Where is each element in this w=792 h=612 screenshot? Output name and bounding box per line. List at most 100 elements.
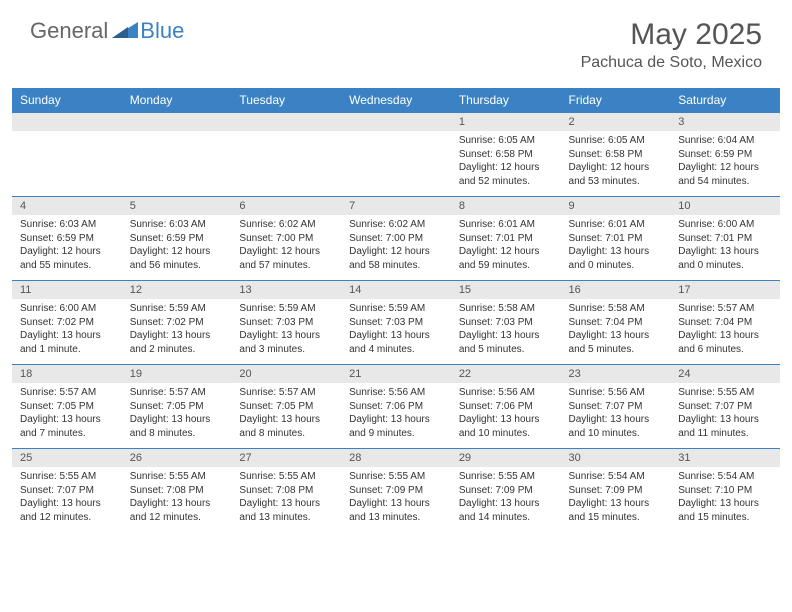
day-header: Friday <box>561 88 671 113</box>
daylight-line: Daylight: 12 hours and 54 minutes. <box>678 161 772 188</box>
sunset-line: Sunset: 6:59 PM <box>130 232 224 246</box>
day-number-cell: 27 <box>231 449 341 468</box>
day-number-cell <box>12 113 122 132</box>
day-content-cell: Sunrise: 5:56 AMSunset: 7:06 PMDaylight:… <box>451 383 561 449</box>
sunset-line: Sunset: 7:05 PM <box>20 400 114 414</box>
day-content-cell: Sunrise: 6:01 AMSunset: 7:01 PMDaylight:… <box>561 215 671 281</box>
month-title: May 2025 <box>581 18 762 52</box>
calendar-body: 123Sunrise: 6:05 AMSunset: 6:58 PMDaylig… <box>12 113 780 533</box>
sunrise-line: Sunrise: 5:55 AM <box>130 470 224 484</box>
sunrise-line: Sunrise: 5:56 AM <box>349 386 443 400</box>
day-content-row: Sunrise: 6:05 AMSunset: 6:58 PMDaylight:… <box>12 131 780 197</box>
daylight-line: Daylight: 12 hours and 52 minutes. <box>459 161 553 188</box>
sunset-line: Sunset: 7:06 PM <box>459 400 553 414</box>
sunset-line: Sunset: 6:58 PM <box>459 148 553 162</box>
sunrise-line: Sunrise: 5:58 AM <box>459 302 553 316</box>
day-number-cell: 30 <box>561 449 671 468</box>
daylight-line: Daylight: 12 hours and 56 minutes. <box>130 245 224 272</box>
day-content-cell: Sunrise: 5:59 AMSunset: 7:02 PMDaylight:… <box>122 299 232 365</box>
sunset-line: Sunset: 7:08 PM <box>130 484 224 498</box>
sunrise-line: Sunrise: 6:01 AM <box>459 218 553 232</box>
day-number-cell: 21 <box>341 365 451 384</box>
day-content-cell: Sunrise: 6:04 AMSunset: 6:59 PMDaylight:… <box>670 131 780 197</box>
sunrise-line: Sunrise: 5:57 AM <box>239 386 333 400</box>
day-content-cell: Sunrise: 5:56 AMSunset: 7:07 PMDaylight:… <box>561 383 671 449</box>
day-content-cell <box>12 131 122 197</box>
sunset-line: Sunset: 6:58 PM <box>569 148 663 162</box>
sunset-line: Sunset: 7:01 PM <box>459 232 553 246</box>
day-number-cell <box>122 113 232 132</box>
sunset-line: Sunset: 7:10 PM <box>678 484 772 498</box>
day-header: Saturday <box>670 88 780 113</box>
day-number-cell: 3 <box>670 113 780 132</box>
day-number-cell <box>341 113 451 132</box>
day-number-cell <box>231 113 341 132</box>
day-content-cell <box>231 131 341 197</box>
day-number-row: 25262728293031 <box>12 449 780 468</box>
daylight-line: Daylight: 13 hours and 15 minutes. <box>569 497 663 524</box>
day-number-cell: 6 <box>231 197 341 216</box>
day-content-cell: Sunrise: 5:58 AMSunset: 7:04 PMDaylight:… <box>561 299 671 365</box>
sunset-line: Sunset: 7:04 PM <box>569 316 663 330</box>
sunrise-line: Sunrise: 5:59 AM <box>130 302 224 316</box>
day-content-cell: Sunrise: 5:58 AMSunset: 7:03 PMDaylight:… <box>451 299 561 365</box>
day-content-cell: Sunrise: 5:54 AMSunset: 7:09 PMDaylight:… <box>561 467 671 532</box>
day-number-row: 45678910 <box>12 197 780 216</box>
sunset-line: Sunset: 7:09 PM <box>569 484 663 498</box>
daylight-line: Daylight: 13 hours and 0 minutes. <box>678 245 772 272</box>
day-content-cell: Sunrise: 5:55 AMSunset: 7:08 PMDaylight:… <box>231 467 341 532</box>
day-number-cell: 5 <box>122 197 232 216</box>
day-content-cell: Sunrise: 5:55 AMSunset: 7:08 PMDaylight:… <box>122 467 232 532</box>
day-content-cell: Sunrise: 6:02 AMSunset: 7:00 PMDaylight:… <box>341 215 451 281</box>
day-content-row: Sunrise: 5:57 AMSunset: 7:05 PMDaylight:… <box>12 383 780 449</box>
day-number-row: 11121314151617 <box>12 281 780 300</box>
day-header: Thursday <box>451 88 561 113</box>
sunset-line: Sunset: 7:07 PM <box>678 400 772 414</box>
day-number-cell: 14 <box>341 281 451 300</box>
sunrise-line: Sunrise: 5:55 AM <box>239 470 333 484</box>
sunrise-line: Sunrise: 6:01 AM <box>569 218 663 232</box>
logo: General Blue <box>30 18 184 44</box>
daylight-line: Daylight: 13 hours and 9 minutes. <box>349 413 443 440</box>
day-content-cell: Sunrise: 5:57 AMSunset: 7:05 PMDaylight:… <box>12 383 122 449</box>
day-number-cell: 17 <box>670 281 780 300</box>
day-content-cell: Sunrise: 5:57 AMSunset: 7:05 PMDaylight:… <box>122 383 232 449</box>
daylight-line: Daylight: 13 hours and 13 minutes. <box>349 497 443 524</box>
day-content-cell <box>341 131 451 197</box>
sunrise-line: Sunrise: 6:00 AM <box>20 302 114 316</box>
day-content-row: Sunrise: 6:03 AMSunset: 6:59 PMDaylight:… <box>12 215 780 281</box>
day-number-cell: 26 <box>122 449 232 468</box>
day-number-cell: 22 <box>451 365 561 384</box>
sunset-line: Sunset: 7:05 PM <box>239 400 333 414</box>
day-number-row: 123 <box>12 113 780 132</box>
day-header: Sunday <box>12 88 122 113</box>
sunrise-line: Sunrise: 5:57 AM <box>20 386 114 400</box>
sunrise-line: Sunrise: 6:00 AM <box>678 218 772 232</box>
day-header: Tuesday <box>231 88 341 113</box>
day-number-cell: 4 <box>12 197 122 216</box>
day-number-cell: 1 <box>451 113 561 132</box>
daylight-line: Daylight: 12 hours and 58 minutes. <box>349 245 443 272</box>
day-content-cell: Sunrise: 5:55 AMSunset: 7:07 PMDaylight:… <box>12 467 122 532</box>
daylight-line: Daylight: 13 hours and 14 minutes. <box>459 497 553 524</box>
day-content-row: Sunrise: 6:00 AMSunset: 7:02 PMDaylight:… <box>12 299 780 365</box>
sunset-line: Sunset: 7:07 PM <box>20 484 114 498</box>
daylight-line: Daylight: 13 hours and 8 minutes. <box>239 413 333 440</box>
day-number-cell: 12 <box>122 281 232 300</box>
day-header-row: Sunday Monday Tuesday Wednesday Thursday… <box>12 88 780 113</box>
daylight-line: Daylight: 13 hours and 5 minutes. <box>569 329 663 356</box>
sunrise-line: Sunrise: 5:55 AM <box>349 470 443 484</box>
day-content-cell: Sunrise: 5:55 AMSunset: 7:07 PMDaylight:… <box>670 383 780 449</box>
sunrise-line: Sunrise: 5:55 AM <box>459 470 553 484</box>
sunrise-line: Sunrise: 5:57 AM <box>130 386 224 400</box>
sunrise-line: Sunrise: 5:54 AM <box>678 470 772 484</box>
day-content-cell: Sunrise: 5:57 AMSunset: 7:04 PMDaylight:… <box>670 299 780 365</box>
sunrise-line: Sunrise: 6:02 AM <box>349 218 443 232</box>
sunrise-line: Sunrise: 6:02 AM <box>239 218 333 232</box>
sunrise-line: Sunrise: 5:55 AM <box>20 470 114 484</box>
daylight-line: Daylight: 13 hours and 3 minutes. <box>239 329 333 356</box>
day-number-cell: 31 <box>670 449 780 468</box>
day-content-row: Sunrise: 5:55 AMSunset: 7:07 PMDaylight:… <box>12 467 780 532</box>
daylight-line: Daylight: 12 hours and 59 minutes. <box>459 245 553 272</box>
day-number-cell: 23 <box>561 365 671 384</box>
